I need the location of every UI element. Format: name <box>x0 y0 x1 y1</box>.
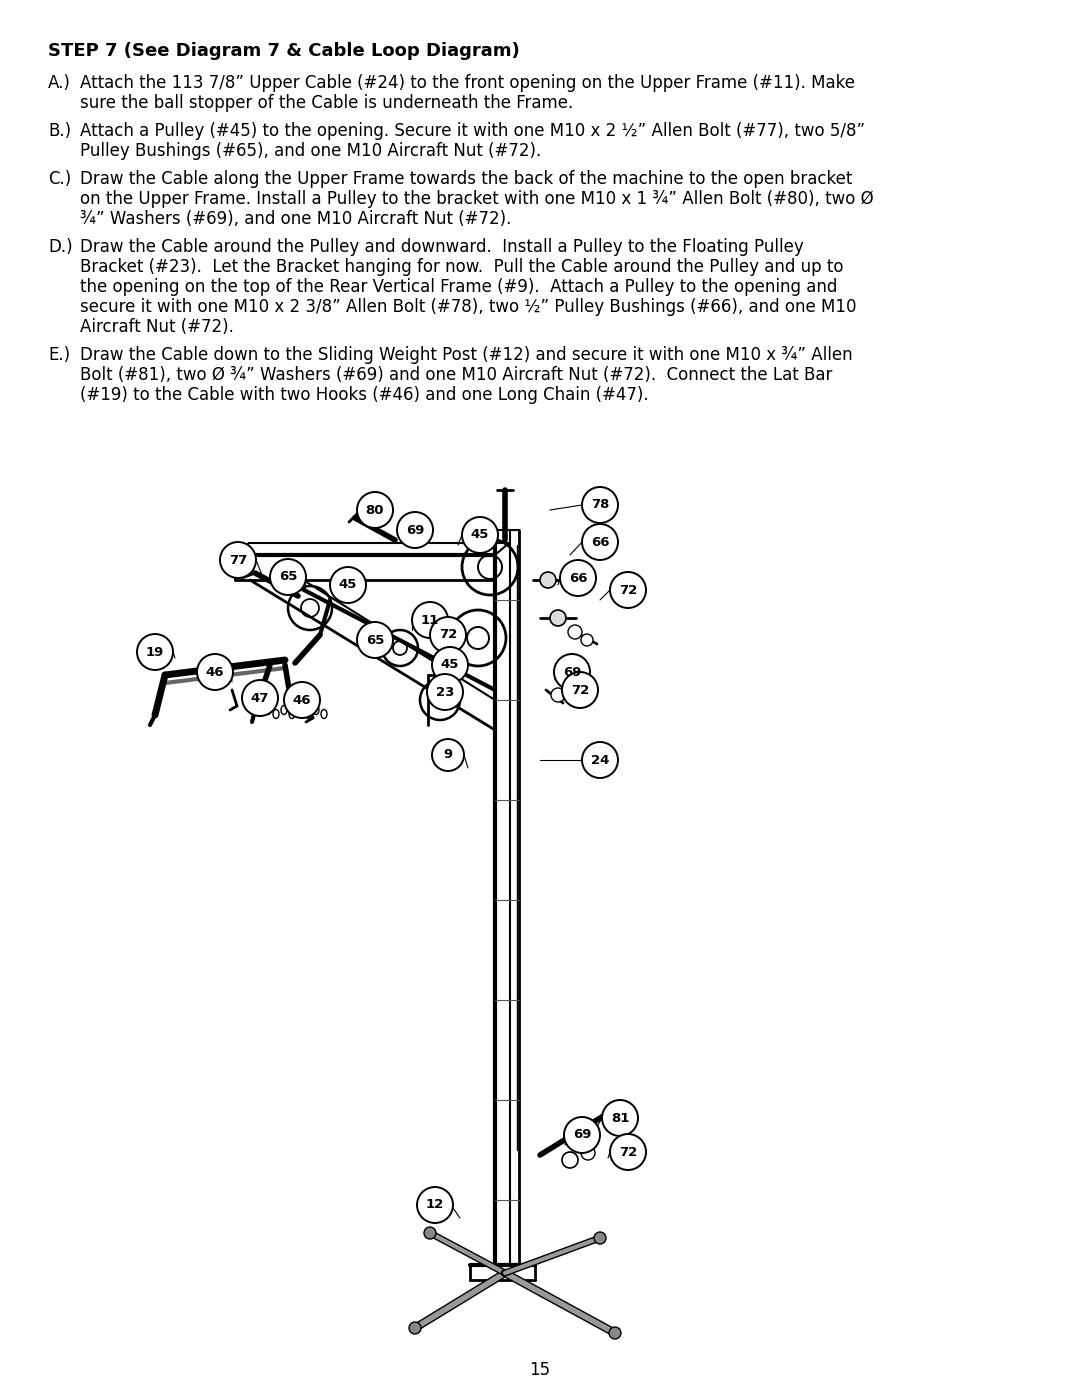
Circle shape <box>602 1099 638 1136</box>
Circle shape <box>582 524 618 560</box>
Text: 23: 23 <box>436 686 455 698</box>
Text: A.): A.) <box>48 74 71 92</box>
Text: the opening on the top of the Rear Vertical Frame (#9).  Attach a Pulley to the : the opening on the top of the Rear Verti… <box>80 278 837 296</box>
Text: on the Upper Frame. Install a Pulley to the bracket with one M10 x 1 ¾” Allen Bo: on the Upper Frame. Install a Pulley to … <box>80 190 874 208</box>
Circle shape <box>550 610 566 626</box>
Text: Bolt (#81), two Ø ¾” Washers (#69) and one M10 Aircraft Nut (#72).  Connect the : Bolt (#81), two Ø ¾” Washers (#69) and o… <box>80 366 833 384</box>
Text: 72: 72 <box>619 584 637 597</box>
Text: STEP 7 (See Diagram 7 & Cable Loop Diagram): STEP 7 (See Diagram 7 & Cable Loop Diagr… <box>48 42 519 60</box>
Text: 72: 72 <box>438 629 457 641</box>
Text: 69: 69 <box>572 1129 591 1141</box>
Text: 65: 65 <box>366 633 384 647</box>
Text: 45: 45 <box>339 578 357 591</box>
Text: Draw the Cable along the Upper Frame towards the back of the machine to the open: Draw the Cable along the Upper Frame tow… <box>80 170 852 189</box>
Circle shape <box>270 559 306 595</box>
Text: D.): D.) <box>48 237 72 256</box>
Text: Bracket (#23).  Let the Bracket hanging for now.  Pull the Cable around the Pull: Bracket (#23). Let the Bracket hanging f… <box>80 258 843 277</box>
Text: 15: 15 <box>529 1361 551 1379</box>
Text: 46: 46 <box>206 665 225 679</box>
Text: 80: 80 <box>366 503 384 517</box>
Text: 9: 9 <box>444 749 453 761</box>
Circle shape <box>417 1187 453 1222</box>
Circle shape <box>594 1232 606 1243</box>
Text: ¾” Washers (#69), and one M10 Aircraft Nut (#72).: ¾” Washers (#69), and one M10 Aircraft N… <box>80 210 511 228</box>
Text: 46: 46 <box>293 693 311 707</box>
Text: Aircraft Nut (#72).: Aircraft Nut (#72). <box>80 319 234 337</box>
Circle shape <box>197 654 233 690</box>
Circle shape <box>551 687 565 703</box>
Text: 81: 81 <box>611 1112 630 1125</box>
Text: sure the ball stopper of the Cable is underneath the Frame.: sure the ball stopper of the Cable is un… <box>80 94 573 112</box>
Circle shape <box>568 624 582 638</box>
Text: 45: 45 <box>441 658 459 672</box>
Circle shape <box>427 673 463 710</box>
Text: 19: 19 <box>146 645 164 658</box>
Circle shape <box>609 1327 621 1338</box>
Circle shape <box>562 672 598 708</box>
Circle shape <box>137 634 173 671</box>
Circle shape <box>564 1118 600 1153</box>
Circle shape <box>581 634 593 645</box>
Circle shape <box>357 622 393 658</box>
Circle shape <box>561 560 596 597</box>
Text: 12: 12 <box>426 1199 444 1211</box>
Text: 72: 72 <box>571 683 589 697</box>
Circle shape <box>554 654 590 690</box>
Text: E.): E.) <box>48 346 70 365</box>
Text: Attach the 113 7/8” Upper Cable (#24) to the front opening on the Upper Frame (#: Attach the 113 7/8” Upper Cable (#24) to… <box>80 74 855 92</box>
Text: 24: 24 <box>591 753 609 767</box>
Circle shape <box>430 617 465 652</box>
Text: 77: 77 <box>229 553 247 567</box>
Circle shape <box>610 571 646 608</box>
Circle shape <box>610 1134 646 1171</box>
Text: 45: 45 <box>471 528 489 542</box>
Text: 65: 65 <box>279 570 297 584</box>
Text: 69: 69 <box>406 524 424 536</box>
Circle shape <box>432 647 468 683</box>
Circle shape <box>582 742 618 778</box>
Text: 11: 11 <box>421 613 440 626</box>
Circle shape <box>284 682 320 718</box>
Text: Pulley Bushings (#65), and one M10 Aircraft Nut (#72).: Pulley Bushings (#65), and one M10 Aircr… <box>80 142 541 161</box>
Text: 66: 66 <box>569 571 588 584</box>
Circle shape <box>462 517 498 553</box>
Text: 66: 66 <box>591 535 609 549</box>
Circle shape <box>432 739 464 771</box>
Text: 78: 78 <box>591 499 609 511</box>
Text: (#19) to the Cable with two Hooks (#46) and one Long Chain (#47).: (#19) to the Cable with two Hooks (#46) … <box>80 386 649 404</box>
Text: 47: 47 <box>251 692 269 704</box>
Text: C.): C.) <box>48 170 71 189</box>
Circle shape <box>242 680 278 717</box>
Circle shape <box>562 1153 578 1168</box>
Circle shape <box>409 1322 421 1334</box>
Text: secure it with one M10 x 2 3/8” Allen Bolt (#78), two ½” Pulley Bushings (#66), : secure it with one M10 x 2 3/8” Allen Bo… <box>80 298 856 316</box>
Circle shape <box>220 542 256 578</box>
Text: B.): B.) <box>48 122 71 140</box>
Circle shape <box>411 602 448 638</box>
Circle shape <box>330 567 366 604</box>
Circle shape <box>581 1146 595 1160</box>
Text: 72: 72 <box>619 1146 637 1158</box>
Text: Draw the Cable down to the Sliding Weight Post (#12) and secure it with one M10 : Draw the Cable down to the Sliding Weigh… <box>80 346 852 365</box>
Circle shape <box>424 1227 436 1239</box>
Circle shape <box>540 571 556 588</box>
Circle shape <box>397 511 433 548</box>
Circle shape <box>357 492 393 528</box>
Text: 69: 69 <box>563 665 581 679</box>
Text: Draw the Cable around the Pulley and downward.  Install a Pulley to the Floating: Draw the Cable around the Pulley and dow… <box>80 237 804 256</box>
Text: Attach a Pulley (#45) to the opening. Secure it with one M10 x 2 ½” Allen Bolt (: Attach a Pulley (#45) to the opening. Se… <box>80 122 865 140</box>
Circle shape <box>582 488 618 522</box>
